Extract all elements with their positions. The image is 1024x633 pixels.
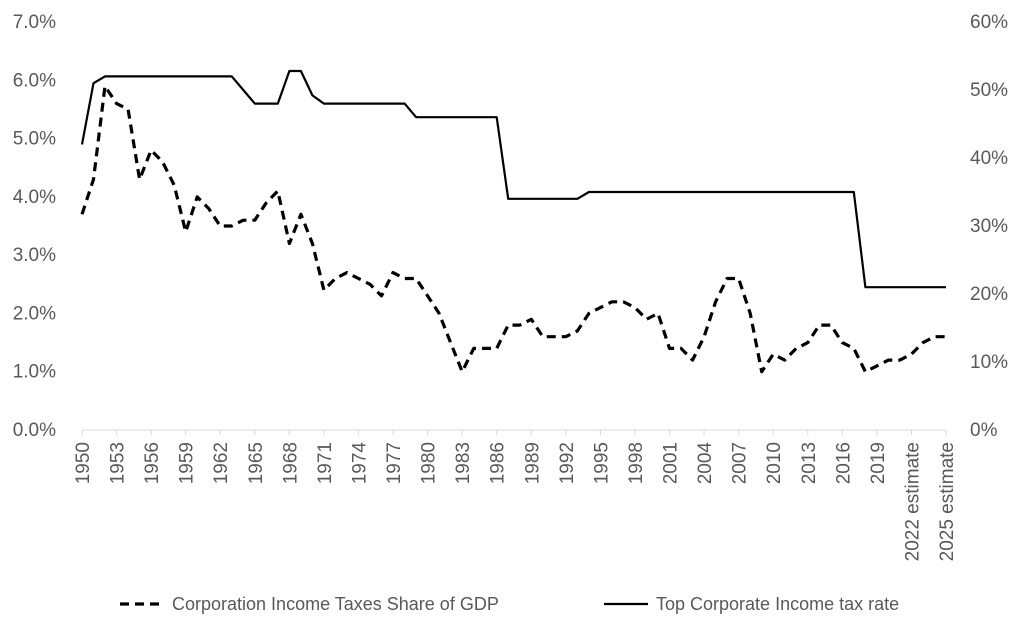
x-axis-tick-label: 1959	[177, 442, 198, 484]
left-axis-tick-label: 6.0%	[13, 70, 56, 91]
left-axis-tick-label: 3.0%	[13, 245, 56, 266]
left-axis-ticks: 0.0% 1.0% 2.0% 3.0% 4.0% 5.0% 6.0% 7.0%	[13, 12, 56, 441]
x-axis-tick-label: 2004	[695, 442, 716, 485]
legend: Corporation Income Taxes Share of GDP Top…	[120, 594, 899, 614]
x-axis-tick-label: 1986	[488, 442, 509, 484]
x-axis-tick-label: 1953	[108, 442, 129, 484]
x-axis-tick-label: 1950	[73, 442, 94, 484]
x-axis-tick-label: 1968	[280, 442, 301, 484]
right-axis-tick-label: 10%	[970, 352, 1008, 373]
left-axis-tick-label: 2.0%	[13, 303, 56, 324]
left-axis-tick-label: 5.0%	[13, 129, 56, 150]
x-axis-tick-label: 1992	[557, 442, 578, 484]
x-axis-tick-label: 2007	[730, 442, 751, 484]
right-axis-tick-label: 40%	[970, 148, 1008, 169]
x-axis-tick-label: 1971	[315, 442, 336, 484]
x-axis-tick-label: 1980	[419, 442, 440, 484]
x-axis-tick-label: 1995	[591, 442, 612, 484]
x-axis-tick-label: 1998	[626, 442, 647, 484]
left-axis-tick-label: 0.0%	[13, 420, 56, 441]
right-axis-tick-label: 20%	[970, 284, 1008, 305]
right-axis-tick-label: 30%	[970, 216, 1008, 237]
x-axis-tick-label: 1983	[453, 442, 474, 484]
x-axis-tick-label: 1956	[142, 442, 163, 484]
x-axis-tick-label: 1989	[522, 442, 543, 484]
right-axis-tick-label: 50%	[970, 80, 1008, 101]
left-axis-tick-label: 4.0%	[13, 187, 56, 208]
x-axis-tick-label: 1977	[384, 442, 405, 484]
series-layer	[80, 69, 946, 374]
x-axis-tick-label: 2010	[764, 442, 785, 484]
left-axis-tick-label: 7.0%	[13, 12, 56, 33]
x-axis-tick-label: 1965	[246, 442, 267, 484]
legend-label: Top Corporate Income tax rate	[656, 594, 899, 614]
x-axis-tick-label: 1974	[349, 442, 370, 485]
left-axis-tick-label: 1.0%	[13, 362, 56, 383]
series-line-top-corporate-rate	[80, 69, 946, 289]
x-axis-tick-label: 2022 estimate	[902, 442, 923, 561]
series-line-corporate-tax-gdp-share	[80, 84, 946, 374]
x-axis-tick-label: 2025 estimate	[937, 442, 958, 561]
legend-label: Corporation Income Taxes Share of GDP	[172, 594, 499, 614]
right-axis-ticks: 0% 10% 20% 30% 40% 50% 60%	[970, 12, 1008, 441]
right-axis-tick-label: 0%	[970, 420, 998, 441]
x-axis-tick-label: 2016	[833, 442, 854, 484]
x-axis-tick-label: 2001	[661, 442, 682, 484]
right-axis-tick-label: 60%	[970, 12, 1008, 33]
x-axis-ticks: 1950 1953 1956 1959 1962 1965 1968 1971 1974 1977…	[73, 430, 958, 561]
x-axis-tick-label: 1962	[211, 442, 232, 484]
x-axis-tick-label: 2019	[868, 442, 889, 484]
x-axis-tick-label: 2013	[799, 442, 820, 484]
